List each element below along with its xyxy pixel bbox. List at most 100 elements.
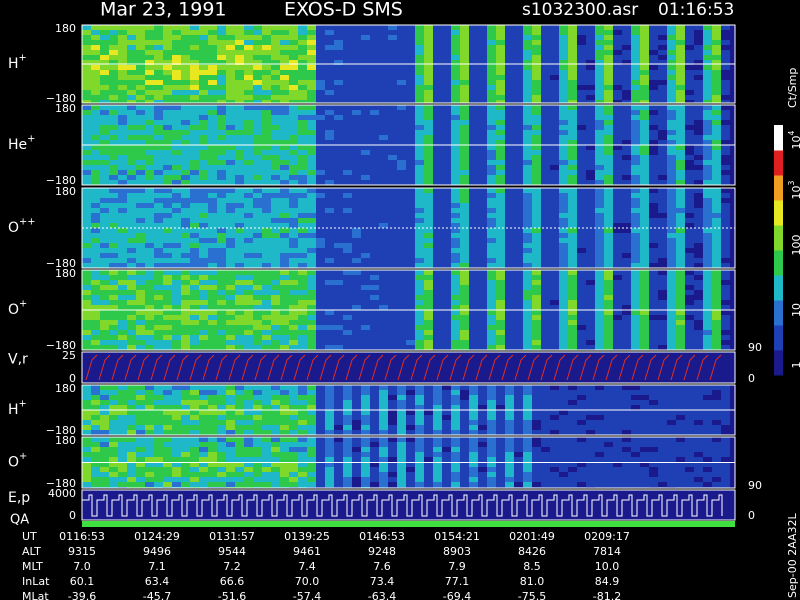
spectrogram-cell <box>595 25 604 30</box>
spectrogram-cell <box>721 135 730 140</box>
spectrogram-cell <box>136 218 145 223</box>
spectrogram-cell <box>424 208 433 213</box>
spectrogram-cell <box>181 60 190 65</box>
spectrogram-cell <box>631 198 640 203</box>
spectrogram-cell <box>370 155 379 160</box>
spectrogram-cell <box>658 160 667 165</box>
spectrogram-cell <box>100 340 109 345</box>
spectrogram-cell <box>280 280 289 285</box>
spectrogram-cell <box>82 335 91 340</box>
spectrogram-cell <box>127 405 136 410</box>
spectrogram-cell <box>649 228 658 233</box>
spectrogram-cell <box>307 300 316 305</box>
spectrogram-cell <box>352 223 361 228</box>
spectrogram-cell <box>487 145 496 150</box>
spectrogram-cell <box>442 228 451 233</box>
spectrogram-cell <box>469 203 478 208</box>
spectrogram-cell <box>343 100 352 103</box>
spectrogram-cell <box>424 100 433 103</box>
spectrogram-cell <box>676 223 685 228</box>
spectrogram-cell <box>235 80 244 85</box>
spectrogram-cell <box>127 385 136 390</box>
spectrogram-cell <box>397 90 406 95</box>
spectrogram-cell <box>181 203 190 208</box>
spectrogram-cell <box>280 165 289 170</box>
spectrogram-cell <box>397 115 406 120</box>
spectrogram-cell <box>676 180 685 185</box>
spectrogram-cell <box>154 25 163 30</box>
spectrogram-cell <box>424 125 433 130</box>
spectrogram-cell <box>541 270 550 275</box>
spectrogram-cell <box>316 170 325 175</box>
spectrogram-cell <box>703 248 712 253</box>
spectrogram-cell <box>505 270 514 275</box>
spectrogram-cell <box>667 280 676 285</box>
spectrogram-cell <box>505 100 514 103</box>
spectrogram-cell <box>316 248 325 253</box>
spectrogram-cell <box>82 390 91 395</box>
spectrogram-cell <box>154 198 163 203</box>
spectrogram-cell <box>487 270 496 275</box>
spectrogram-cell <box>658 193 667 198</box>
spectrogram-cell <box>172 25 181 30</box>
spectrogram-cell <box>379 75 388 80</box>
spectrogram-cell <box>217 325 226 330</box>
spectrogram-cell <box>496 335 505 340</box>
spectrogram-cell <box>595 130 604 135</box>
spectrogram-cell <box>91 208 100 213</box>
spectrogram-cell <box>631 80 640 85</box>
spectrogram-cell <box>154 140 163 145</box>
spectrogram-cell <box>460 228 469 233</box>
spectrogram-cell <box>604 130 613 135</box>
spectrogram-cell <box>217 140 226 145</box>
spectrogram-cell <box>577 340 586 345</box>
spectrogram-cell <box>136 35 145 40</box>
spectrogram-cell <box>100 390 109 395</box>
spectrogram-cell <box>82 405 91 410</box>
spectrogram-cell <box>622 105 631 110</box>
spectrogram-cell <box>433 320 442 325</box>
spectrogram-cell <box>172 335 181 340</box>
spectrogram-cell <box>280 50 289 55</box>
spectrogram-cell <box>262 320 271 325</box>
spectrogram-cell <box>649 208 658 213</box>
spectrogram-cell <box>181 385 190 390</box>
spectrogram-cell <box>145 400 154 405</box>
spectrogram-cell <box>559 30 568 35</box>
spectrogram-cell <box>91 175 100 180</box>
spectrogram-cell <box>487 60 496 65</box>
spectrogram-cell <box>433 285 442 290</box>
spectrogram-cell <box>109 340 118 345</box>
spectrogram-cell <box>505 105 514 110</box>
spectrogram-cell <box>424 188 433 193</box>
spectrogram-cell <box>667 25 676 30</box>
spectrogram-cell <box>307 263 316 268</box>
spectrogram-cell <box>244 285 253 290</box>
spectrogram-cell <box>667 325 676 330</box>
spectrogram-cell <box>685 60 694 65</box>
spectrogram-cell <box>532 198 541 203</box>
spectrogram-cell <box>460 203 469 208</box>
spectrogram-cell <box>289 340 298 345</box>
spectrogram-cell <box>316 60 325 65</box>
spectrogram-cell <box>91 243 100 248</box>
spectrogram-cell <box>316 395 325 400</box>
spectrogram-cell <box>541 310 550 315</box>
spectrogram-cell <box>712 233 721 238</box>
spectrogram-cell <box>631 75 640 80</box>
spectrogram-cell <box>505 340 514 345</box>
spectrogram-cell <box>622 330 631 335</box>
spectrogram-cell <box>208 425 217 430</box>
spectrogram-cell <box>127 430 136 435</box>
spectrogram-cell <box>100 125 109 130</box>
spectrogram-cell <box>235 175 244 180</box>
spectrogram-cell <box>532 345 541 350</box>
spectrogram-cell <box>280 238 289 243</box>
spectrogram-cell <box>604 345 613 350</box>
spectrogram-cell <box>334 395 343 400</box>
spectrogram-cell <box>541 135 550 140</box>
spectrogram-cell <box>262 223 271 228</box>
spectrogram-cell <box>307 110 316 115</box>
spectrogram-cell <box>631 270 640 275</box>
spectrogram-cell <box>136 330 145 335</box>
